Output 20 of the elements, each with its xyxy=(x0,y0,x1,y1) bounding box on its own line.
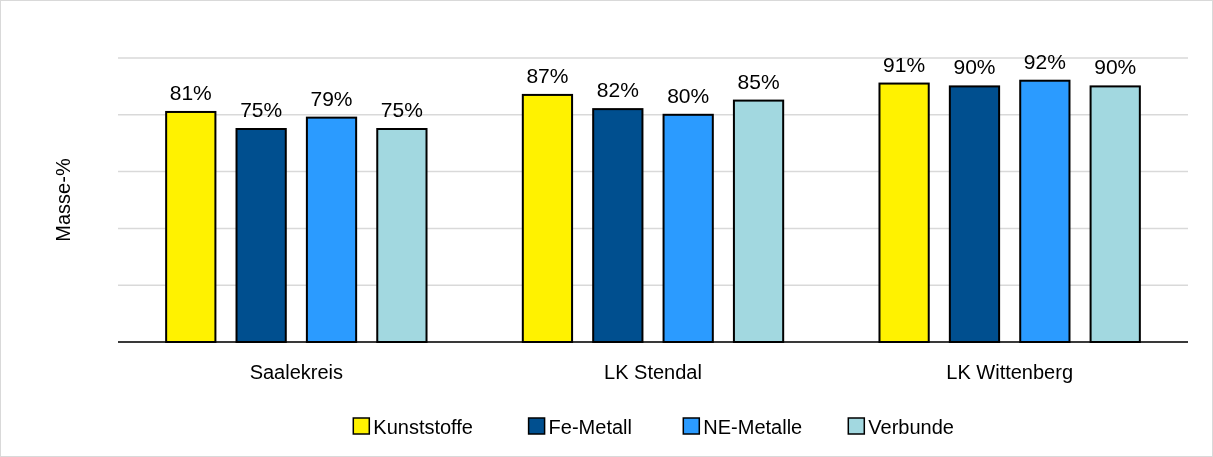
legend-label: NE-Metalle xyxy=(703,416,803,438)
data-label: 87% xyxy=(526,63,569,87)
legend-label: Verbunde xyxy=(868,416,954,438)
data-label: 81% xyxy=(169,80,212,104)
data-label: 85% xyxy=(737,69,780,93)
legend-label: Kunststoffe xyxy=(373,416,473,438)
data-label: 75% xyxy=(380,98,423,121)
data-label: 82% xyxy=(596,78,639,102)
data-label: 92% xyxy=(1023,49,1066,73)
data-label: 75% xyxy=(240,98,283,121)
data-label: 80% xyxy=(667,83,710,107)
y-axis-title: Masse-% xyxy=(52,158,74,242)
legend-label: Fe-Metall xyxy=(548,416,632,438)
data-label: 90% xyxy=(953,55,996,79)
data-label: 79% xyxy=(310,86,353,110)
x-tick-label: Saalekreis xyxy=(249,361,344,383)
data-label: 90% xyxy=(1094,55,1137,79)
data-label: 91% xyxy=(883,52,926,76)
x-tick-label: LK Stendal xyxy=(604,361,702,383)
x-tick-label: LK Wittenberg xyxy=(946,361,1074,383)
